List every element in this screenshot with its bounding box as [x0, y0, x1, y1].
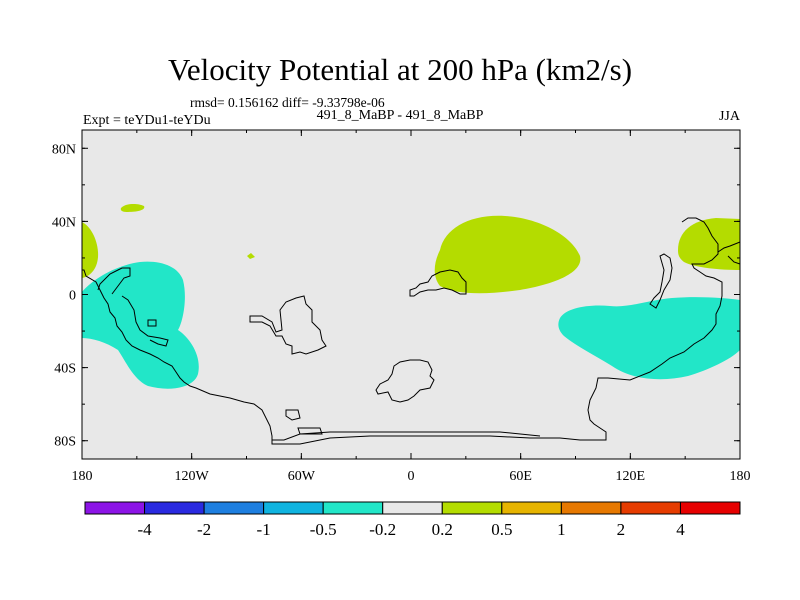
lat-tick-label: 40S [54, 362, 76, 377]
coast-subantarctic [285, 409, 301, 421]
axis-tick-labels: 80N 40N 0 40S 80S 180 120W 60W 0 60E 120E 180 [52, 142, 751, 484]
colorbar-swatch [501, 501, 562, 515]
coast-south-atlantic-island [249, 295, 327, 355]
coast-south-ocean-blob [375, 359, 435, 403]
colorbar-swatch [679, 501, 741, 515]
coast-west-pacific-islands-2 [727, 255, 741, 265]
case-subtitle: 491_8_MaBP - 491_8_MaBP [316, 108, 484, 123]
axis-ticks [81, 130, 741, 459]
colorbar-label: -4 [137, 520, 152, 539]
colorbar-swatch [560, 501, 622, 515]
chart-title: Velocity Potential at 200 hPa (km2/s) [167, 52, 633, 87]
season-label: JJA [718, 109, 740, 124]
colorbar-swatch [144, 501, 205, 515]
negative-anomaly-indian-ocean [558, 297, 740, 380]
colorbar-label: -1 [257, 520, 271, 539]
lat-tick-label: 0 [69, 289, 76, 304]
colorbar-swatch [620, 501, 681, 515]
positive-anomaly-small-blob [120, 203, 145, 212]
negative-anomaly-e-pacific [82, 261, 199, 389]
lon-tick-label: 120W [175, 469, 210, 484]
colorbar-swatch [322, 501, 384, 515]
lon-tick-label: 60W [288, 469, 316, 484]
positive-anomaly-dot [247, 253, 255, 259]
colorbar-label: 4 [676, 520, 685, 539]
map-background [82, 130, 740, 459]
experiment-label: Expt = teYDu1-teYDu [83, 113, 211, 128]
colorbar: -4 -2 -1 -0.5 -0.2 0.2 0.5 1 2 4 [84, 501, 741, 539]
colorbar-swatch [263, 501, 324, 515]
coast-antarctica [272, 431, 541, 441]
coastlines [82, 217, 741, 445]
stats-text: rmsd= 0.156162 diff= -9.33798e-06 [190, 95, 385, 110]
colorbar-label: 0.5 [491, 520, 512, 539]
lon-tick-label: 60E [509, 469, 532, 484]
colorbar-swatch [203, 501, 265, 515]
positive-anomaly-w-pacific [678, 218, 740, 270]
coast-west-pacific-islands [717, 241, 741, 253]
positive-anomaly-regions [82, 203, 740, 294]
lon-tick-label: 180 [72, 469, 93, 484]
coast-africa-west [409, 269, 467, 297]
positive-anomaly-atlantic-africa [434, 215, 581, 294]
colorbar-swatch [84, 501, 146, 515]
coast-central-america [121, 295, 169, 347]
coast-western-hemisphere-detail [97, 267, 131, 295]
colorbar-swatch [382, 501, 443, 515]
colorbar-label: -0.5 [310, 520, 337, 539]
lon-tick-label: 120E [616, 469, 646, 484]
lon-tick-label: 0 [408, 469, 415, 484]
colorbar-swatch [441, 501, 503, 515]
colorbar-label: -0.2 [369, 520, 396, 539]
coast-island-1 [147, 319, 157, 327]
lon-tick-label: 180 [730, 469, 751, 484]
negative-anomaly-regions [82, 261, 740, 389]
colorbar-label: 0.2 [432, 520, 453, 539]
coast-america [82, 217, 723, 445]
lat-tick-label: 80N [52, 142, 76, 157]
colorbar-label: 1 [557, 520, 566, 539]
coast-asia-east [649, 253, 673, 309]
positive-anomaly-e-pacific-edge [82, 222, 99, 278]
lat-tick-label: 80S [54, 435, 76, 450]
coast-subantarctic-2 [297, 427, 323, 435]
lat-tick-label: 40N [52, 215, 76, 230]
colorbar-label: -2 [197, 520, 211, 539]
colorbar-label: 2 [617, 520, 626, 539]
